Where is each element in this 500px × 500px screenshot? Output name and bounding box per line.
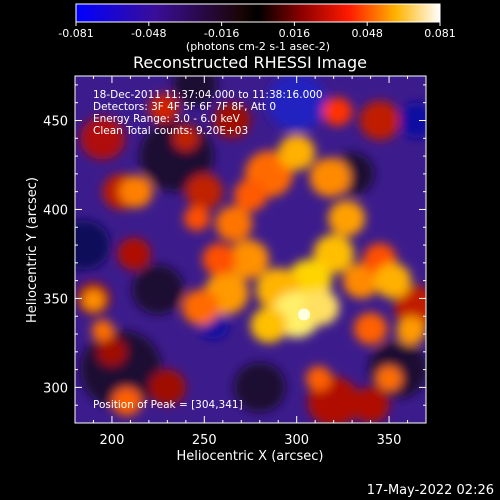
- colorbar-unit-label: (photons cm-2 s-1 asec-2): [186, 40, 330, 53]
- info-line-detectors: Detectors: 3F 4F 5F 6F 7F 8F, Att 0: [93, 101, 276, 113]
- emission-blob: [398, 102, 426, 139]
- y-axis-label: Heliocentric Y (arcsec): [25, 177, 40, 323]
- emission-blob: [228, 239, 269, 279]
- colorbar-ticks: [75, 22, 441, 26]
- emission-blob: [202, 243, 236, 276]
- emission-blob: [132, 264, 184, 315]
- y-tick-label: 450: [43, 114, 68, 129]
- colorbar: [75, 3, 441, 23]
- y-tick-label: 400: [43, 203, 68, 218]
- emission-blob: [80, 116, 125, 160]
- colorbar-tick-label: 0.048: [351, 27, 383, 40]
- x-tick-label: 200: [100, 433, 125, 448]
- emission-blob: [376, 366, 402, 391]
- chart-title: Reconstructed RHESSI Image: [133, 53, 367, 72]
- footer-timestamp: 17-May-2022 02:26: [367, 483, 494, 498]
- emission-blob: [213, 102, 251, 139]
- emission-blob: [313, 234, 354, 274]
- emission-blob: [117, 237, 151, 270]
- emission-blob: [82, 289, 105, 311]
- emission-blob: [352, 387, 390, 423]
- emission-blob: [119, 175, 153, 208]
- emission-blob: [353, 312, 388, 345]
- emission-blob: [148, 93, 179, 123]
- emission-blob: [75, 220, 111, 270]
- emission-blob: [359, 100, 401, 141]
- emission-blob: [328, 200, 366, 237]
- emission-blob: [278, 134, 316, 171]
- x-tick-label: 350: [377, 433, 402, 448]
- colorbar-tick-label: 0.016: [279, 27, 311, 40]
- emission-blob: [374, 262, 412, 299]
- emission-blob: [215, 205, 253, 242]
- emission-blob: [172, 125, 199, 151]
- heatmap-image: [75, 76, 426, 423]
- emission-blob: [322, 97, 353, 126]
- x-tick-label: 250: [192, 433, 217, 448]
- emission-blob: [182, 289, 220, 326]
- peak-marker: [298, 308, 311, 321]
- info-line-counts: Clean Total counts: 9.20E+03: [93, 125, 248, 137]
- emission-blob: [185, 173, 223, 210]
- emission-blob: [148, 369, 186, 406]
- info-line-time: 18-Dec-2011 11:37:04.000 to 11:38:16.000: [93, 89, 323, 101]
- emission-blob: [309, 157, 351, 198]
- x-axis-label: Heliocentric X (arcsec): [177, 449, 324, 464]
- emission-blob: [302, 289, 340, 326]
- emission-blob: [250, 307, 288, 343]
- emission-blob: [396, 316, 426, 345]
- colorbar-tick-label: 0.081: [424, 27, 456, 40]
- emission-blob: [305, 366, 332, 391]
- y-tick-label: 300: [43, 381, 68, 396]
- axis-ticks: [75, 76, 426, 423]
- emission-blob: [97, 337, 127, 367]
- colorbar-tick-label: -0.048: [131, 27, 166, 40]
- emission-blob: [267, 76, 327, 132]
- colorbar-tick-label: -0.081: [58, 27, 93, 40]
- x-tick-label: 300: [284, 433, 309, 448]
- peak-position-label: Position of Peak = [304,341]: [93, 399, 243, 411]
- colorbar-tick-label: -0.016: [204, 27, 239, 40]
- y-tick-label: 350: [43, 292, 68, 307]
- emission-blob: [183, 205, 210, 231]
- emission-blob: [233, 362, 286, 413]
- emission-blob: [172, 76, 218, 107]
- emission-blob: [111, 387, 142, 416]
- emission-blob: [233, 179, 268, 212]
- info-line-energy: Energy Range: 3.0 - 6.0 keV: [93, 113, 241, 125]
- emission-blob: [91, 319, 114, 342]
- plot-frame: [74, 75, 427, 424]
